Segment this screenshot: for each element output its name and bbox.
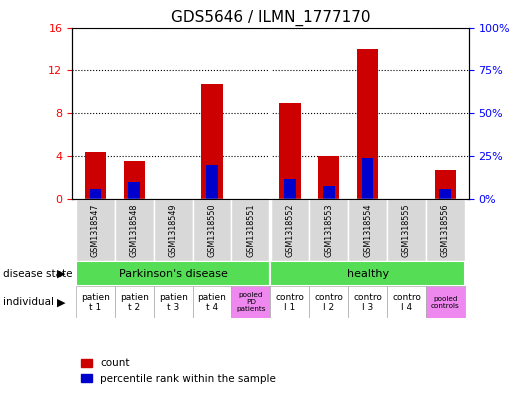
Text: disease state: disease state	[3, 268, 72, 279]
Bar	[154, 199, 193, 261]
Bar	[279, 103, 301, 199]
Text: GSM1318549: GSM1318549	[169, 203, 178, 257]
Text: GSM1318548: GSM1318548	[130, 203, 139, 257]
Bar	[284, 179, 296, 199]
Text: Parkinson's disease: Parkinson's disease	[119, 268, 228, 279]
Bar	[85, 152, 106, 199]
Legend: count, percentile rank within the sample: count, percentile rank within the sample	[77, 354, 280, 388]
Bar	[193, 199, 232, 261]
Bar	[426, 199, 465, 261]
Bar	[348, 199, 387, 261]
Text: GSM1318551: GSM1318551	[247, 203, 255, 257]
Text: pooled
controls: pooled controls	[431, 296, 460, 309]
Bar	[387, 286, 426, 318]
Bar	[387, 199, 426, 261]
Bar	[426, 286, 465, 318]
Bar	[435, 170, 456, 199]
Bar	[348, 286, 387, 318]
Bar	[128, 182, 140, 199]
Text: GSM1318547: GSM1318547	[91, 203, 100, 257]
Bar	[323, 185, 335, 199]
Text: GSM1318555: GSM1318555	[402, 203, 411, 257]
Bar	[90, 189, 101, 199]
Text: individual: individual	[3, 298, 54, 307]
Title: GDS5646 / ILMN_1777170: GDS5646 / ILMN_1777170	[170, 10, 370, 26]
Text: GSM1318556: GSM1318556	[441, 203, 450, 257]
Bar	[439, 189, 451, 199]
Bar	[270, 199, 309, 261]
Text: GSM1318552: GSM1318552	[285, 203, 294, 257]
Bar	[362, 158, 373, 199]
Text: pooled
PD
patients: pooled PD patients	[236, 292, 266, 312]
Text: contro
l 1: contro l 1	[276, 293, 304, 312]
Text: GSM1318554: GSM1318554	[363, 203, 372, 257]
Bar	[232, 286, 270, 318]
Text: GSM1318550: GSM1318550	[208, 203, 217, 257]
Bar	[309, 286, 348, 318]
Bar	[154, 286, 193, 318]
Text: ▶: ▶	[57, 268, 65, 279]
Bar	[309, 199, 348, 261]
Text: ▶: ▶	[57, 298, 65, 307]
Text: healthy: healthy	[347, 268, 389, 279]
Bar	[76, 261, 270, 286]
Bar	[232, 199, 270, 261]
Bar	[201, 84, 223, 199]
Text: patien
t 3: patien t 3	[159, 293, 187, 312]
Text: patien
t 1: patien t 1	[81, 293, 110, 312]
Text: patien
t 2: patien t 2	[120, 293, 149, 312]
Bar	[76, 199, 115, 261]
Bar	[270, 286, 309, 318]
Text: GSM1318553: GSM1318553	[324, 203, 333, 257]
Bar	[270, 261, 465, 286]
Bar	[206, 165, 218, 199]
Bar	[76, 286, 115, 318]
Text: contro
l 3: contro l 3	[353, 293, 382, 312]
Bar	[357, 49, 378, 199]
Text: contro
l 4: contro l 4	[392, 293, 421, 312]
Text: contro
l 2: contro l 2	[314, 293, 343, 312]
Bar	[115, 286, 154, 318]
Bar	[115, 199, 154, 261]
Bar	[318, 156, 339, 199]
Bar	[124, 161, 145, 199]
Text: patien
t 4: patien t 4	[198, 293, 227, 312]
Bar	[193, 286, 232, 318]
